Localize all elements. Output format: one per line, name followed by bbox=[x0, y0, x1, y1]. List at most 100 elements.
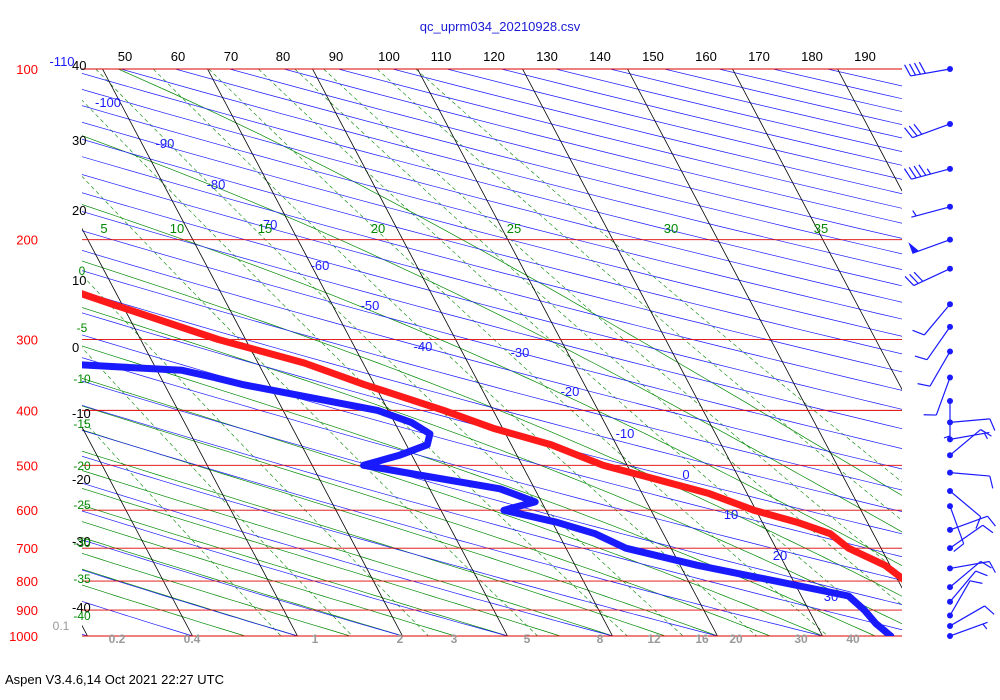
wind-barb-flag bbox=[989, 418, 996, 431]
pressure-tick-label: 200 bbox=[16, 233, 38, 248]
wind-barb-shaft bbox=[949, 570, 977, 603]
top-axis-tick-label: 170 bbox=[748, 49, 770, 64]
wind-barb-shaft bbox=[949, 471, 990, 477]
dry-adiabat-line bbox=[82, 89, 902, 303]
mixing-ratio-line bbox=[415, 69, 902, 483]
moist-adiabat-line bbox=[82, 345, 876, 636]
wind-barb bbox=[947, 429, 992, 459]
wind-barb-shaft bbox=[949, 429, 982, 456]
dry-adiabat-label: 10 bbox=[724, 507, 738, 522]
dry-adiabat-line bbox=[82, 105, 902, 320]
isotherm-line bbox=[522, 69, 823, 636]
moist-adiabat-label: 0 bbox=[79, 264, 86, 278]
pressure-tick-label: 300 bbox=[16, 333, 38, 348]
dry-adiabat-label: -100 bbox=[95, 95, 121, 110]
wind-barb-flag bbox=[912, 329, 925, 336]
moist-adiabat-line bbox=[82, 378, 823, 636]
wind-barb bbox=[904, 120, 953, 139]
wind-barb-flag bbox=[908, 125, 918, 137]
dry-adiabat-line bbox=[82, 482, 613, 636]
wind-barb bbox=[947, 560, 992, 591]
pressure-tick-label: 800 bbox=[16, 574, 38, 589]
dry-adiabat-label: -70 bbox=[259, 217, 278, 232]
isotherm-tick-label: -20 bbox=[72, 472, 91, 487]
mixing-ratio-label: 1 bbox=[312, 632, 319, 646]
dry-adiabat-line bbox=[82, 312, 902, 535]
pressure-tick-label: 900 bbox=[16, 603, 38, 618]
dry-adiabat-label: -110 bbox=[49, 54, 74, 69]
isotherm-line bbox=[82, 227, 298, 636]
dry-adiabat-label: -40 bbox=[414, 339, 433, 354]
mixing-ratio-line bbox=[258, 69, 893, 636]
chart-title: qc_uprm034_20210928.csv bbox=[419, 19, 581, 34]
wind-barb-flag bbox=[980, 429, 992, 437]
top-axis-tick-label: 150 bbox=[642, 49, 664, 64]
moist-adiabat-line bbox=[82, 429, 718, 636]
top-axis-tick-label: 70 bbox=[224, 49, 238, 64]
moist-adiabat-line bbox=[82, 568, 298, 636]
profile-series bbox=[82, 290, 902, 636]
dry-adiabat-line bbox=[82, 569, 298, 636]
wind-barb-flag bbox=[982, 524, 994, 534]
wind-barb-flag bbox=[904, 275, 915, 287]
isotherm-line bbox=[732, 69, 902, 391]
mixing-ratio-label: 5 bbox=[524, 632, 531, 646]
wind-barb bbox=[947, 469, 994, 489]
wind-barb bbox=[908, 236, 953, 254]
mixing-ratio-label: 0.1 bbox=[53, 619, 70, 633]
footer-text: Aspen V3.4.6,14 Oct 2021 22:27 UTC bbox=[5, 672, 224, 687]
wind-barb-shaft bbox=[949, 621, 988, 637]
moist-adiabat-line bbox=[82, 204, 902, 567]
wind-barb bbox=[947, 580, 983, 619]
moist-adiabat-line bbox=[82, 553, 351, 636]
wind-barb-flag bbox=[975, 570, 988, 577]
top-axis-tick-label: 130 bbox=[536, 49, 558, 64]
wind-barb-flag bbox=[989, 475, 994, 489]
mixing-ratio-label: 16 bbox=[695, 632, 709, 646]
mixing-ratio-label: 8 bbox=[597, 632, 604, 646]
mixing-ratio-line bbox=[82, 418, 282, 636]
isotherm-line bbox=[627, 69, 902, 589]
wind-barb-half-flag bbox=[982, 623, 988, 630]
dry-adiabat-line bbox=[82, 380, 902, 605]
dry-adiabat-line bbox=[82, 250, 902, 470]
wind-barb bbox=[947, 503, 965, 552]
dry-adiabat-line bbox=[82, 357, 902, 581]
wind-barb bbox=[947, 605, 995, 629]
moist-adiabat-label: 15 bbox=[258, 221, 272, 236]
moist-adiabat-line bbox=[82, 504, 508, 636]
wind-barb-flag bbox=[987, 515, 996, 527]
wind-barb-shaft bbox=[929, 351, 951, 387]
wind-barb-flag bbox=[918, 61, 926, 74]
top-axis-tick-label: 100 bbox=[378, 49, 400, 64]
wind-barb bbox=[923, 374, 953, 416]
mixing-ratio-label: 0.4 bbox=[184, 632, 201, 646]
axis-labels: 50 60 70 80 90 100 110 120 130 140 150 160 170 180 190… bbox=[9, 49, 876, 646]
wind-barb-shaft bbox=[949, 580, 971, 616]
wind-barb-flag bbox=[909, 273, 919, 284]
top-axis-tick-label: 80 bbox=[276, 49, 290, 64]
mixing-ratio-line bbox=[294, 69, 902, 606]
wind-barb-flag bbox=[904, 64, 912, 77]
dewpoint-profile-line bbox=[82, 361, 895, 636]
isotherm-line bbox=[207, 69, 508, 636]
moist-adiabat-line bbox=[82, 405, 771, 636]
dry-adiabat-label: -90 bbox=[156, 136, 175, 151]
mixing-ratio-label: 2 bbox=[397, 632, 404, 646]
moist-adiabat-label: 10 bbox=[170, 221, 184, 236]
isotherm-tick-label: 20 bbox=[72, 203, 86, 218]
dry-adiabat-label: -30 bbox=[511, 345, 530, 360]
wind-barb-shaft bbox=[949, 605, 985, 627]
moist-adiabat-label: -10 bbox=[73, 372, 91, 386]
mixing-ratio-line bbox=[82, 99, 628, 636]
dry-adiabat-label: -10 bbox=[616, 426, 635, 441]
wind-barb-shaft bbox=[949, 524, 984, 549]
moist-adiabat-line bbox=[82, 584, 246, 636]
mixing-ratio-line bbox=[208, 69, 829, 636]
top-axis-tick-label: 160 bbox=[695, 49, 717, 64]
moist-adiabat-label: -30 bbox=[73, 536, 91, 550]
wind-barb-shaft bbox=[911, 168, 951, 180]
top-axis-tick-label: 120 bbox=[483, 49, 505, 64]
wind-barb bbox=[947, 570, 988, 605]
isotherm-tick-label: -10 bbox=[72, 406, 91, 421]
